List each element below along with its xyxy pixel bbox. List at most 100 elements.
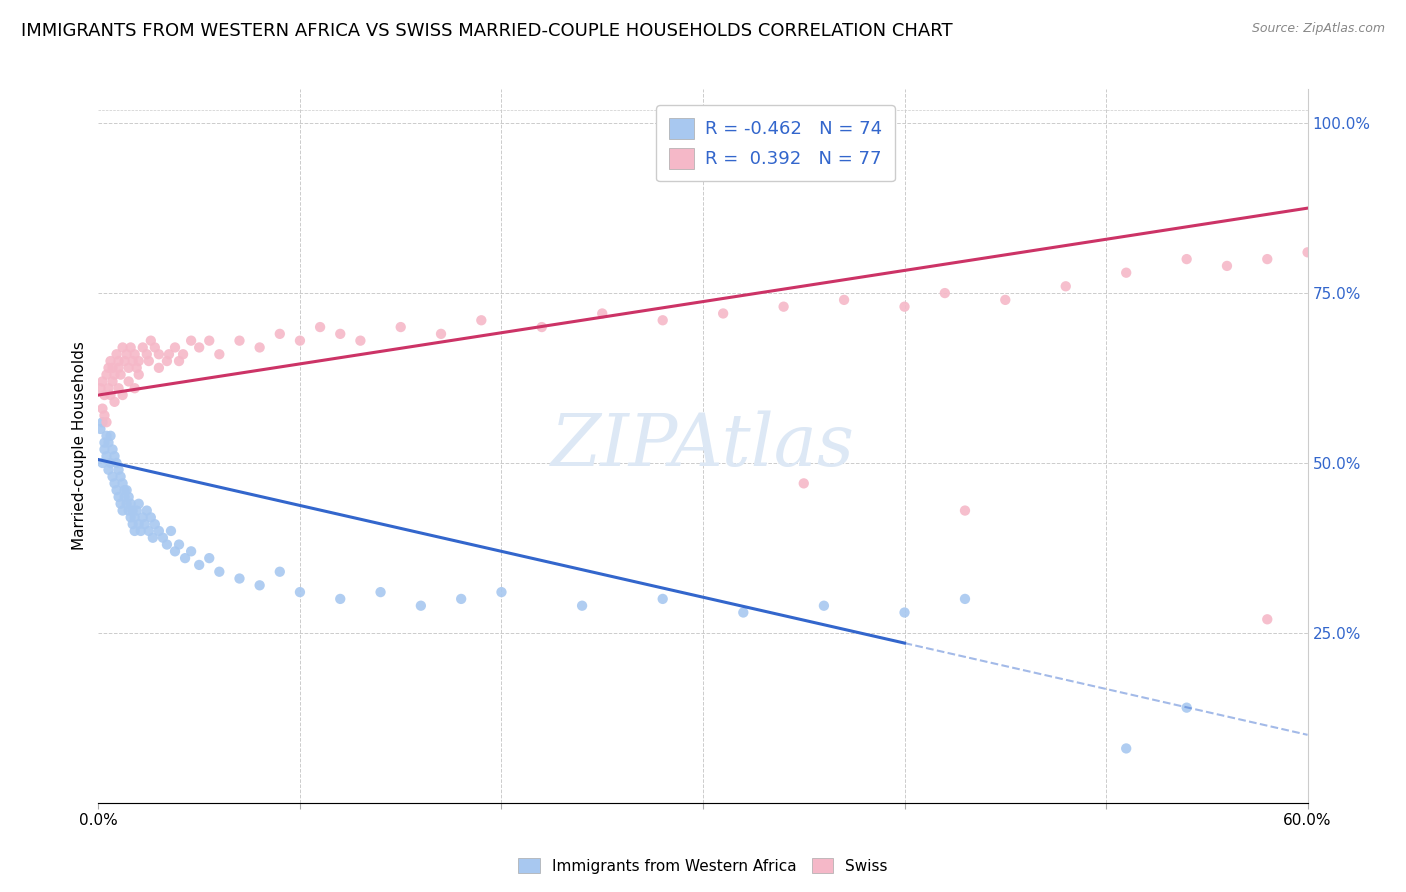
Point (188, 341, 211, 355)
Point (1115, 266, 1137, 280)
Point (120, 510, 142, 524)
Point (107, 381, 129, 395)
Point (571, 599, 593, 613)
Point (329, 591, 352, 606)
Point (249, 341, 271, 355)
Point (101, 360, 124, 375)
Point (107, 463, 129, 477)
Point (139, 334, 162, 348)
Point (142, 531, 165, 545)
Point (409, 599, 432, 613)
Point (163, 544, 186, 558)
Point (96, 368, 118, 382)
Point (89, 381, 111, 395)
Point (139, 510, 162, 524)
Point (97, 435, 120, 450)
Point (121, 354, 143, 368)
Point (430, 326, 453, 341)
Point (160, 524, 183, 538)
Point (249, 578, 271, 592)
Point (103, 368, 125, 382)
Point (105, 456, 128, 470)
Point (174, 551, 197, 566)
Point (129, 524, 152, 538)
Point (111, 341, 134, 355)
Point (148, 360, 170, 375)
Point (101, 442, 124, 457)
Point (107, 360, 129, 375)
Point (530, 320, 553, 334)
Point (93, 409, 115, 423)
Point (132, 510, 155, 524)
Point (89, 422, 111, 436)
Point (349, 334, 371, 348)
Point (491, 585, 513, 599)
Point (103, 476, 125, 491)
Point (733, 606, 755, 620)
Point (1054, 279, 1077, 293)
Point (124, 510, 146, 524)
Point (107, 490, 129, 504)
Point (389, 320, 412, 334)
Point (208, 347, 231, 361)
Point (128, 354, 150, 368)
Point (148, 347, 170, 361)
Point (111, 476, 134, 491)
Point (370, 585, 392, 599)
Point (1115, 741, 1137, 756)
Point (91, 401, 114, 416)
Point (105, 347, 128, 361)
Point (132, 341, 155, 355)
Point (450, 591, 472, 606)
Point (309, 320, 332, 334)
Point (111, 388, 134, 402)
Point (1175, 700, 1198, 714)
Point (1175, 252, 1198, 266)
Text: ZIPAtlas: ZIPAtlas (551, 410, 855, 482)
Point (101, 469, 124, 483)
Point (893, 300, 915, 314)
Point (148, 524, 170, 538)
Point (163, 341, 186, 355)
Point (138, 524, 160, 538)
Point (994, 293, 1017, 307)
Point (118, 490, 141, 504)
Point (711, 306, 734, 320)
Point (591, 306, 613, 320)
Point (288, 585, 311, 599)
Point (103, 394, 125, 409)
Point (134, 517, 156, 532)
Point (167, 537, 190, 551)
Point (124, 381, 146, 395)
Point (97, 360, 120, 375)
Point (893, 606, 915, 620)
Point (115, 483, 138, 498)
Point (93, 388, 115, 402)
Point (143, 341, 166, 355)
Point (118, 503, 141, 517)
Point (93, 435, 115, 450)
Point (180, 544, 202, 558)
Point (114, 490, 136, 504)
Point (97, 463, 120, 477)
Point (100, 456, 122, 470)
Point (288, 334, 311, 348)
Point (110, 368, 132, 382)
Point (329, 326, 352, 341)
Point (793, 476, 815, 491)
Point (124, 524, 146, 538)
Point (651, 591, 673, 606)
Point (1256, 252, 1278, 266)
Point (180, 334, 202, 348)
Point (128, 368, 150, 382)
Point (953, 503, 976, 517)
Point (1256, 612, 1278, 626)
Point (120, 497, 142, 511)
Point (124, 347, 146, 361)
Point (103, 449, 125, 463)
Point (91, 415, 114, 429)
Point (813, 599, 835, 613)
Text: IMMIGRANTS FROM WESTERN AFRICA VS SWISS MARRIED-COUPLE HOUSEHOLDS CORRELATION CH: IMMIGRANTS FROM WESTERN AFRICA VS SWISS … (21, 22, 953, 40)
Point (157, 347, 180, 361)
Point (156, 537, 179, 551)
